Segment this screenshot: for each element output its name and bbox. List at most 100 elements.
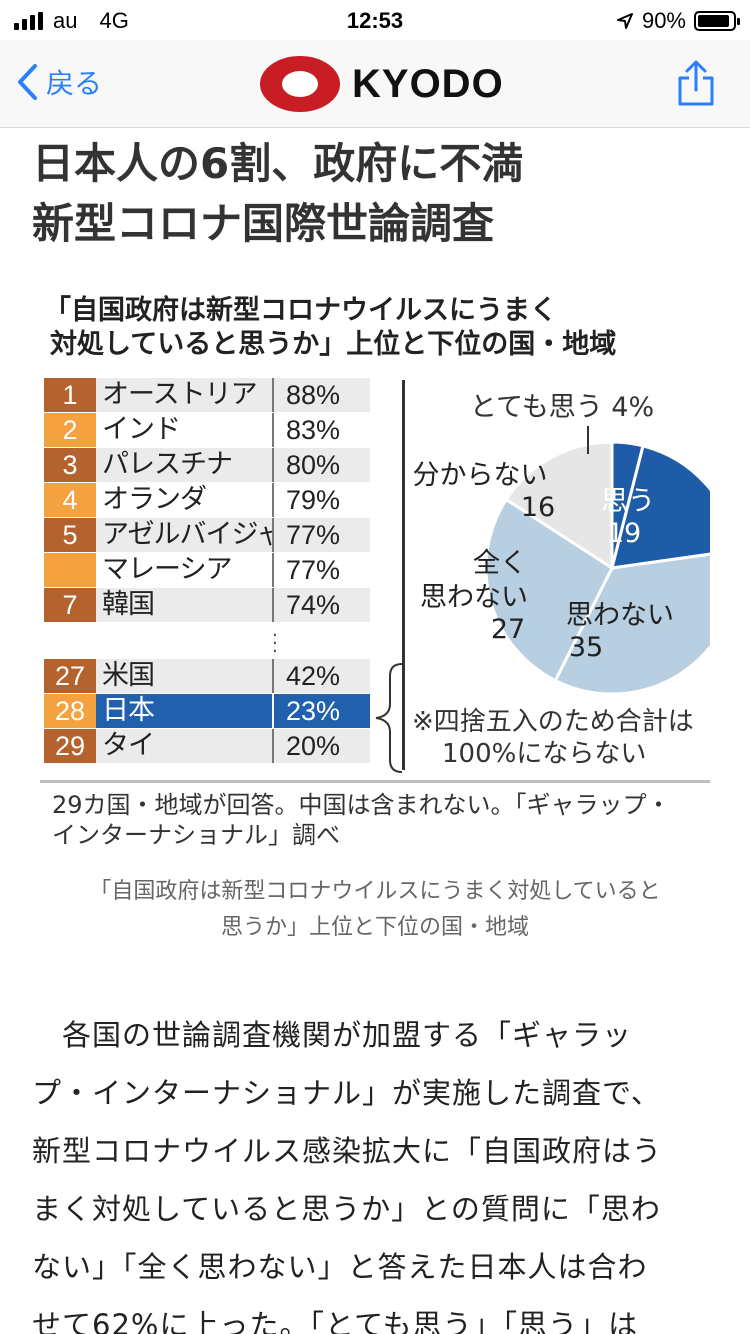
table-row: 28 日本 23% [44, 694, 370, 728]
rank-number: 7 [44, 588, 96, 622]
approval-percent: 20% [272, 729, 370, 763]
back-button[interactable]: 戻る [16, 62, 102, 102]
approval-percent: 80% [272, 448, 370, 482]
logo-text: KYODO [352, 61, 504, 106]
table-row: 2 インド 83% [44, 413, 370, 447]
table-row: 29 タイ 20% [44, 729, 370, 763]
table-row: 7 韓国 74% [44, 588, 370, 622]
pie-label-strong-agree: とても思う 4% [470, 392, 654, 423]
article-line: プ・インターナショナル」が実施した調査で、 [32, 1076, 661, 1110]
share-icon [678, 60, 714, 106]
rank-number [44, 553, 96, 587]
country-name: 日本 [102, 695, 155, 726]
battery-percent: 90% [641, 8, 686, 33]
pie-note-line-2: 100%にならない [442, 739, 647, 769]
navigation-bar: 戻る KYODO [0, 40, 750, 128]
network-label: 4G [99, 8, 129, 33]
caption-line-2: 思うか」上位と下位の国・地域 [220, 915, 529, 940]
rank-number: 2 [44, 413, 96, 447]
location-arrow-icon [616, 13, 633, 29]
article-line: まく対処していると思うか」との質問に「思わ [32, 1192, 661, 1226]
article-line: せて62%に上った。「とても思う」「思う」は [32, 1308, 639, 1334]
figure-title: 「自国政府は新型コロナウイルスにうまく 対処していると思うか」上位と下位の国・地… [44, 294, 616, 362]
ellipsis-dots: · · · [272, 625, 278, 662]
table-row: 3 パレスチナ 80% [44, 448, 370, 482]
ranking-table: 1 オーストリア 88% 2 インド 83% 3 パレスチナ 80% 4 オランダ 79% 5 アゼルバイ… [44, 378, 370, 764]
pie-value-disagree: 35 [569, 632, 603, 663]
approval-percent: 79% [272, 483, 370, 517]
headline-line-2: 新型コロナ国際世論調査 [32, 199, 495, 248]
approval-percent: 77% [272, 518, 370, 552]
pie-note: ※四捨五入のため合計は 100%にならない [412, 706, 694, 770]
figure-caption: 「自国政府は新型コロナウイルスにうまく対処していると 思うか」上位と下位の国・地… [30, 874, 720, 946]
figure-source-line-2: インターナショナル」調べ [52, 821, 340, 849]
figure-title-line-2: 対処していると思うか」上位と下位の国・地域 [50, 329, 617, 360]
table-row: 1 オーストリア 88% [44, 378, 370, 412]
kyodo-logo: KYODO [260, 56, 504, 112]
figure-source-line-1: 29カ国・地域が回答。中国は含まれない。「ギャラップ・ [52, 791, 671, 819]
signal-icon [14, 12, 43, 30]
article-line: 新型コロナウイルス感染拡大に「自国政府はう [32, 1134, 663, 1168]
table-row: マレーシア 77% [44, 553, 370, 587]
article-line: ない」「全く思わない」と答えた日本人は合わ [32, 1250, 648, 1284]
pie-slice [504, 440, 614, 571]
status-time: 12:53 [346, 8, 404, 33]
back-label: 戻る [46, 67, 103, 100]
approval-percent: 42% [272, 659, 370, 693]
caption-line-1: 「自国政府は新型コロナウイルスにうまく対処していると [89, 879, 661, 904]
pie-slice [484, 497, 614, 683]
status-left: au 4G [14, 8, 129, 34]
country-name: マレーシア [102, 554, 232, 585]
rank-number: 5 [44, 518, 96, 552]
table-row: 4 オランダ 79% [44, 483, 370, 517]
pie-label-unknown: 分からない [413, 460, 548, 491]
country-name: オランダ [102, 484, 207, 515]
country-name: タイ [102, 730, 155, 761]
pie-label-strong-disagree-2: 思わない [420, 582, 528, 613]
headline-line-1: 日本人の6割、政府に不満 [32, 139, 524, 188]
country-name: 韓国 [102, 589, 155, 620]
rank-number: 4 [44, 483, 96, 517]
rank-number: 3 [44, 448, 96, 482]
approval-percent: 77% [272, 553, 370, 587]
approval-percent: 74% [272, 588, 370, 622]
country-name: インド [102, 414, 181, 445]
rank-number: 1 [44, 378, 96, 412]
pie-value-unknown: 16 [521, 492, 555, 523]
approval-percent: 23% [272, 694, 370, 728]
figure-title-line-1: 「自国政府は新型コロナウイルスにうまく [44, 295, 557, 326]
country-name: オーストリア [102, 379, 258, 410]
pie-label-strong-disagree-1: 全く [473, 548, 527, 579]
rank-number: 27 [44, 659, 96, 693]
country-name: 米国 [102, 660, 155, 691]
chevron-left-icon [18, 64, 37, 100]
article-body: 各国の世論調査機関が加盟する「ギャラッ プ・インターナショナル」が実施した調査で、… [32, 1006, 722, 1334]
pie-note-line-1: ※四捨五入のため合計は [412, 707, 694, 737]
figure-source: 29カ国・地域が回答。中国は含まれない。「ギャラップ・ インターナショナル」調べ [52, 790, 671, 850]
pie-slice [609, 444, 710, 570]
pie-value-agree: 19 [607, 518, 641, 549]
pie-slice [553, 552, 710, 696]
status-bar: au 4G 12:53 90% [0, 0, 750, 40]
approval-percent: 88% [272, 378, 370, 412]
status-right: 90% [616, 8, 740, 34]
kyodo-logo-mark [260, 56, 340, 112]
battery-fill [698, 15, 729, 27]
share-button[interactable] [676, 58, 716, 112]
approval-percent: 83% [272, 413, 370, 447]
rank-number: 28 [44, 694, 96, 728]
country-name: アゼルバイジャン [102, 519, 272, 550]
pie-value-strong-disagree: 27 [491, 614, 525, 645]
carrier-label: au [53, 8, 78, 33]
pie-label-disagree: 思わない [566, 600, 674, 631]
article-line: 各国の世論調査機関が加盟する「ギャラッ [32, 1018, 633, 1052]
infographic: 「自国政府は新型コロナウイルスにうまく 対処していると思うか」上位と下位の国・地… [40, 294, 710, 854]
figure-rule [40, 780, 710, 783]
divider-line [402, 380, 405, 770]
table-row: 5アゼルバイジャン77% [44, 518, 370, 552]
rank-number: 29 [44, 729, 96, 763]
bracket-shape [375, 663, 403, 773]
pie-label-agree: 思う [601, 486, 655, 517]
country-name: パレスチナ [102, 449, 233, 480]
